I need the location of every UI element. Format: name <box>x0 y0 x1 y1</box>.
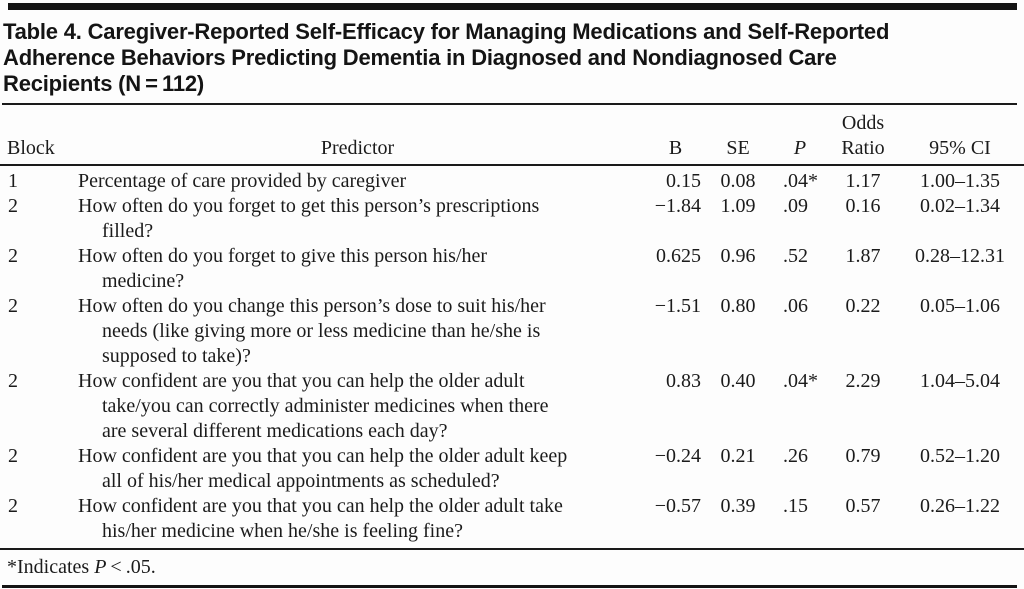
cell-ci: 1.04–5.04 <box>920 370 1000 392</box>
predictor-line: medicine? <box>102 270 185 292</box>
table-row: 2 How confident are you that you can hel… <box>0 369 1024 444</box>
bottom-rule-thick <box>2 585 1017 588</box>
regression-table: Block Predictor B SE P Odds Ratio 95% CI… <box>0 105 1024 550</box>
col-header-ci: 95% CI <box>896 105 1024 166</box>
cell-p: .06 <box>783 295 808 317</box>
cell-ci: 0.26–1.22 <box>896 494 1024 550</box>
cell-p: .52 <box>783 245 808 267</box>
cell-se: 1.09 <box>720 195 756 217</box>
table-title: Table 4. Caregiver-Reported Self-Efficac… <box>0 10 1024 103</box>
cell-b: −0.57 <box>645 494 706 550</box>
table-title-line: Table 4. Caregiver-Reported Self-Efficac… <box>3 19 890 44</box>
cell-odds-ratio: 0.57 <box>830 494 896 550</box>
cell-se: 0.21 <box>720 445 756 467</box>
cell-predictor: Percentage of care provided by caregiver <box>70 165 645 194</box>
table-title-line: Recipients (N = 112) <box>3 71 205 96</box>
predictor-line: needs (like giving more or less medicine… <box>102 320 541 342</box>
predictor-line: How confident are you that you can help … <box>78 445 568 467</box>
footnote-suffix: < .05. <box>106 556 156 578</box>
cell-p: .04* <box>783 170 818 192</box>
table-row: 2 How confident are you that you can hel… <box>0 494 1024 550</box>
table-row: 2 How confident are you that you can hel… <box>0 444 1024 494</box>
predictor-line: all of his/her medical appointments as s… <box>102 470 500 492</box>
cell-block: 2 <box>8 295 18 317</box>
cell-odds-ratio: 2.29 <box>845 370 881 392</box>
predictor-line: How confident are you that you can help … <box>78 370 525 392</box>
cell-odds-ratio: 0.22 <box>845 295 881 317</box>
cell-p: .26 <box>783 445 808 467</box>
table-row: 2 How often do you forget to get this pe… <box>0 194 1024 244</box>
cell-ci: 0.02–1.34 <box>920 195 1000 217</box>
cell-se: 0.08 <box>720 170 756 192</box>
cell-b: −1.84 <box>654 195 701 217</box>
cell-se: 0.39 <box>706 494 770 550</box>
cell-se: 0.96 <box>720 245 756 267</box>
predictor-line: How often do you forget to get this pers… <box>78 195 540 217</box>
cell-b: −1.51 <box>654 295 701 317</box>
predictor-line: How often do you change this person’s do… <box>78 295 546 317</box>
cell-se: 0.40 <box>720 370 756 392</box>
predictor-line: take/you can correctly administer medici… <box>102 395 549 417</box>
top-rule-thick <box>8 3 1017 10</box>
p-symbol: P <box>94 556 107 578</box>
cell-block: 2 <box>8 195 18 217</box>
cell-predictor: How confident are you that you can help … <box>70 494 645 550</box>
title-divider-rule <box>2 103 1017 105</box>
cell-predictor: How confident are you that you can help … <box>70 444 645 494</box>
odds-ratio-stack: Odds Ratio <box>830 111 896 161</box>
cell-block: 2 <box>8 370 18 392</box>
predictor-line: his/her medicine when he/she is feeling … <box>102 520 463 542</box>
col-header-odds-ratio: Odds Ratio <box>830 105 896 166</box>
predictor-line: How confident are you that you can help … <box>78 495 563 517</box>
cell-ci: 0.05–1.06 <box>920 295 1000 317</box>
cell-predictor: How often do you forget to get this pers… <box>70 194 645 244</box>
b-symbol: B <box>668 137 683 159</box>
predictor-line: How often do you forget to give this per… <box>78 245 488 267</box>
cell-ci: 0.52–1.20 <box>920 445 1000 467</box>
col-header-predictor: Predictor <box>70 105 645 166</box>
cell-block: 2 <box>0 494 70 550</box>
header-row: Block Predictor B SE P Odds Ratio 95% CI <box>0 105 1024 166</box>
odds-ratio-line2: Ratio <box>841 137 885 159</box>
cell-ci: 0.28–12.31 <box>915 245 1005 267</box>
cell-predictor: How confident are you that you can help … <box>70 369 645 444</box>
cell-p: .15 <box>770 494 830 550</box>
table-row: 1 Percentage of care provided by caregiv… <box>0 165 1024 194</box>
cell-odds-ratio: 1.87 <box>845 245 881 267</box>
cell-odds-ratio: 0.79 <box>845 445 881 467</box>
predictor-line: supposed to take)? <box>102 345 251 367</box>
p-symbol: P <box>793 137 807 159</box>
odds-ratio-line1: Odds <box>841 112 885 134</box>
cell-predictor: How often do you change this person’s do… <box>70 294 645 369</box>
cell-block: 2 <box>8 445 18 467</box>
col-header-se: SE <box>706 105 770 166</box>
col-header-block: Block <box>0 105 70 166</box>
cell-odds-ratio: 0.16 <box>845 195 881 217</box>
cell-ci: 1.00–1.35 <box>920 170 1000 192</box>
table-row: 2 How often do you change this person’s … <box>0 294 1024 369</box>
predictor-line: Percentage of care provided by caregiver <box>78 170 407 192</box>
cell-predictor: How often do you forget to give this per… <box>70 244 645 294</box>
table-footnote: *Indicates P < .05. <box>0 550 1024 585</box>
cell-b: −0.24 <box>654 445 701 467</box>
table-title-line: Adherence Behaviors Predicting Dementia … <box>3 45 837 70</box>
predictor-line: filled? <box>102 220 154 242</box>
cell-b: 0.625 <box>656 245 701 267</box>
cell-p: .09 <box>783 195 808 217</box>
cell-block: 1 <box>8 170 18 192</box>
cell-p: .04* <box>783 370 818 392</box>
table-row: 2 How often do you forget to give this p… <box>0 244 1024 294</box>
col-header-b: B <box>645 105 706 166</box>
table-body: 1 Percentage of care provided by caregiv… <box>0 165 1024 550</box>
footnote-prefix: *Indicates <box>7 556 95 578</box>
cell-odds-ratio: 1.17 <box>845 170 881 192</box>
cell-b: 0.83 <box>666 370 701 392</box>
cell-se: 0.80 <box>720 295 756 317</box>
cell-block: 2 <box>8 245 18 267</box>
col-header-p: P <box>770 105 830 166</box>
cell-b: 0.15 <box>666 170 701 192</box>
table-header: Block Predictor B SE P Odds Ratio 95% CI <box>0 105 1024 166</box>
predictor-line: are several different medications each d… <box>102 420 448 442</box>
